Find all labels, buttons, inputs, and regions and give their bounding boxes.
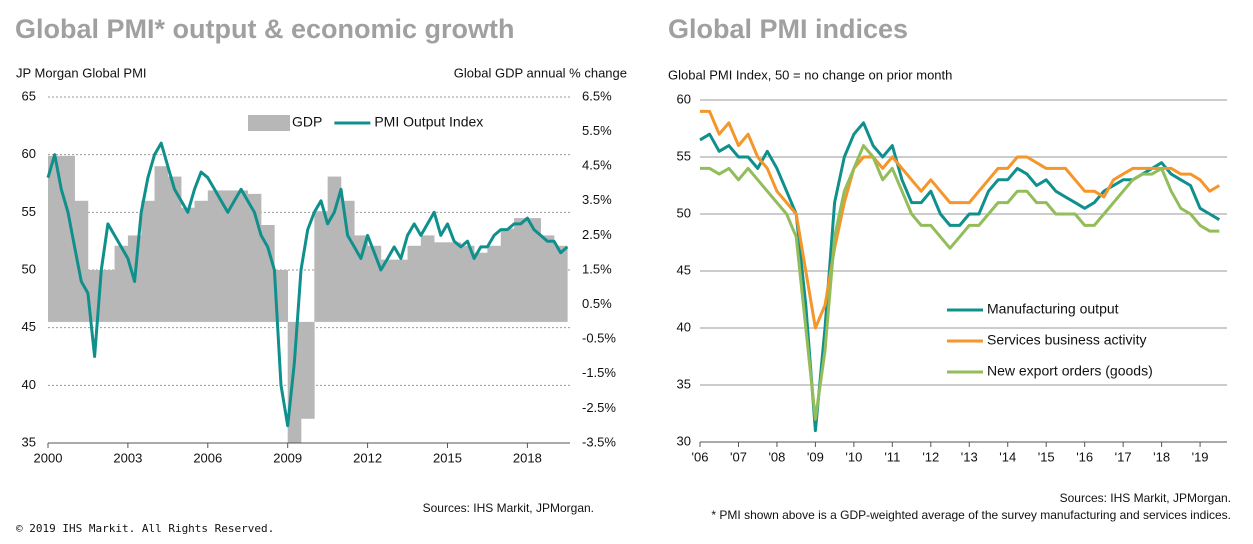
y2-tick-label: 2.5%	[582, 227, 612, 242]
bar	[181, 207, 195, 322]
x-tick-label: '12	[922, 449, 939, 464]
bar	[301, 321, 315, 419]
line	[700, 109, 1221, 330]
x-tick-label: '09	[807, 449, 824, 464]
bar	[447, 242, 462, 322]
bar	[407, 245, 422, 322]
y-tick-label: 50	[22, 261, 36, 276]
y-tick-label: 65	[22, 88, 36, 103]
x-tick-label: 2000	[34, 450, 63, 465]
x-tick-label: '06	[692, 449, 709, 464]
x-tick-label: 2012	[353, 450, 382, 465]
x-tick-label: '11	[884, 449, 900, 464]
y2-tick-label: -2.5%	[582, 400, 616, 415]
x-tick-label: 2006	[193, 450, 222, 465]
bar	[327, 176, 342, 322]
y-tick-label: 35	[22, 434, 36, 449]
y-tick-label: 45	[22, 319, 36, 334]
y-tick-label: 60	[677, 91, 691, 106]
y2-tick-label: -0.5%	[582, 331, 616, 346]
bar	[354, 235, 368, 322]
legend-label: Services business activity	[987, 332, 1147, 348]
bar	[234, 190, 249, 322]
x-tick-label: '18	[1153, 449, 1170, 464]
line	[700, 144, 1220, 421]
y2-tick-label: 0.5%	[582, 296, 612, 311]
bar	[207, 190, 222, 322]
bar	[460, 245, 475, 322]
x-tick-label: '15	[1038, 449, 1055, 464]
x-tick-label: 2015	[433, 450, 462, 465]
y2-tick-label: 6.5%	[582, 88, 612, 103]
legend-label: New export orders (goods)	[987, 363, 1153, 379]
legend-label: GDP	[292, 114, 322, 130]
bar	[394, 259, 408, 322]
y-tick-label: 45	[677, 262, 691, 277]
bar	[101, 270, 115, 322]
bar	[114, 245, 129, 322]
bar	[554, 245, 568, 322]
y-tick-label: 55	[677, 148, 691, 163]
y-tick-label: 55	[22, 204, 36, 219]
bar	[194, 200, 209, 322]
y2-tick-label: 3.5%	[582, 192, 612, 207]
chart-title: Global PMI* output & economic growth	[15, 14, 515, 44]
x-tick-label: '16	[1076, 449, 1093, 464]
x-tick-label: '10	[845, 449, 862, 464]
bar	[74, 200, 89, 322]
y-tick-label: 60	[22, 146, 36, 161]
bar	[340, 200, 355, 322]
bar	[527, 218, 542, 322]
bar	[487, 245, 502, 322]
footnote: * PMI shown above is a GDP-weighted aver…	[711, 508, 1231, 522]
y-tick-label: 40	[22, 377, 36, 392]
x-tick-label: '19	[1192, 449, 1209, 464]
x-tick-label: 2003	[113, 450, 142, 465]
bar	[367, 245, 382, 322]
y-tick-label: 30	[677, 433, 691, 448]
copyright: © 2019 IHS Markit. All Rights Reserved.	[16, 522, 274, 535]
bar	[221, 190, 235, 322]
bar	[261, 225, 275, 322]
y2-tick-label: -3.5%	[582, 434, 616, 449]
bar	[420, 235, 435, 322]
source: Sources: IHS Markit, JPMorgan.	[1060, 491, 1231, 505]
legend-label: PMI Output Index	[374, 114, 483, 130]
y-tick-label: 35	[677, 376, 691, 391]
bar	[141, 200, 155, 322]
y-axis-label: JP Morgan Global PMI	[16, 65, 147, 80]
y2-tick-label: 4.5%	[582, 158, 612, 173]
source: Sources: IHS Markit, JPMorgan.	[423, 501, 594, 515]
y-tick-label: 50	[677, 205, 691, 220]
bar	[514, 218, 528, 322]
x-tick-label: '14	[999, 449, 1016, 464]
y2-axis-label: Global GDP annual % change	[454, 65, 627, 80]
y-tick-label: 40	[677, 319, 691, 334]
x-tick-label: '07	[730, 449, 747, 464]
x-tick-label: '13	[961, 449, 978, 464]
bar	[474, 252, 488, 322]
subtitle: Global PMI Index, 50 = no change on prio…	[668, 67, 952, 82]
bar	[167, 176, 182, 322]
x-tick-label: '17	[1115, 449, 1132, 464]
y2-tick-label: 5.5%	[582, 123, 612, 138]
legend-swatch	[248, 115, 290, 131]
bar	[540, 235, 555, 322]
x-tick-label: 2009	[273, 450, 302, 465]
bar	[314, 211, 328, 322]
y2-tick-label: 1.5%	[582, 261, 612, 276]
x-tick-label: 2018	[513, 450, 542, 465]
chart-title: Global PMI indices	[668, 14, 908, 44]
bar	[380, 259, 395, 322]
bar	[500, 228, 515, 322]
bar	[48, 155, 62, 322]
bar	[154, 166, 169, 322]
y2-tick-label: -1.5%	[582, 365, 616, 380]
bar	[434, 242, 448, 322]
line	[46, 141, 569, 428]
x-tick-label: '08	[768, 449, 785, 464]
legend-label: Manufacturing output	[987, 301, 1119, 317]
bar	[287, 321, 302, 443]
